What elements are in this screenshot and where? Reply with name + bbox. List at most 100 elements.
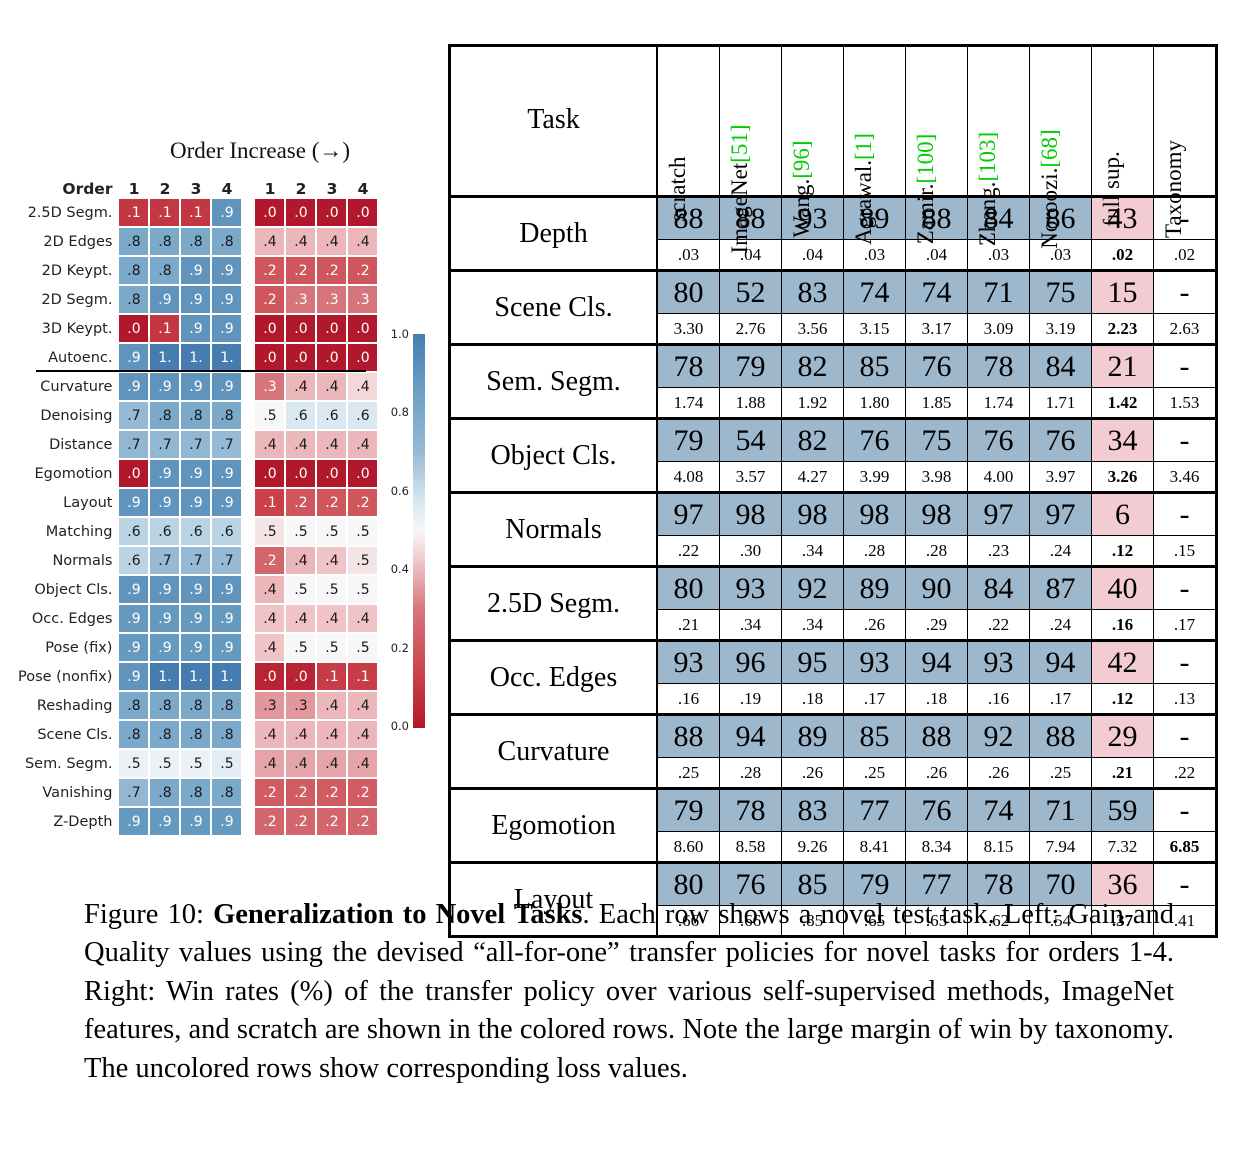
loss-value-cell: .28	[719, 757, 782, 789]
heatmap-cell-quality: .3	[285, 285, 317, 314]
col-header-scratch-label: scratch	[664, 156, 690, 222]
win-rate-header-row: Task scratch ImageNet[51] Wang.[96] Agra…	[449, 45, 1217, 254]
loss-value-cell: .54	[1029, 905, 1092, 938]
heatmap-cell-gain: .8	[180, 401, 212, 430]
loss-value-cell: 1.80	[843, 387, 906, 419]
heatmap-cell-gain: .9	[211, 285, 243, 314]
heatmap-cell-gain: .1	[149, 198, 181, 227]
win-rate-cell: 80	[656, 565, 720, 610]
win-rate-cell: 98	[719, 491, 782, 536]
loss-value-cell: 1.85	[905, 387, 968, 419]
heatmap-cell-gain: .9	[180, 575, 212, 604]
win-rate-cell: 90	[905, 565, 968, 610]
win-rate-cell: 59	[1091, 787, 1154, 832]
heatmap-cell-gain: .8	[211, 778, 243, 807]
loss-value-cell: .17	[1029, 683, 1092, 715]
heatmap-cell-quality: .3	[285, 691, 317, 720]
row-task-name: 2.5D Segm.	[449, 565, 658, 641]
table-row: Scene Cls. 80 52 83 74 74 71 75 15-	[449, 269, 1217, 345]
col-header-full-sup: full sup.	[1091, 45, 1154, 227]
table-row: .66.66.85.65.65.62.54.37.41	[450, 905, 1217, 938]
heatmap-cell-gain: .9	[149, 285, 181, 314]
heatmap-row: Occ. Edges .9.9.9.9.4.4.4.4	[18, 604, 379, 633]
loss-value-cell: 3.97	[1029, 461, 1092, 493]
win-rate-cell: -	[1153, 787, 1217, 832]
heatmap-cell-quality: .4	[285, 546, 317, 575]
heatmap-cell-quality: .5	[254, 401, 286, 430]
win-rate-cell: 88	[905, 713, 968, 758]
table-row: Sem. Segm. 78 79 82 85 76 78 84 21-	[449, 343, 1217, 419]
table-row: .25.28.26.25.26.26.25.21.22	[450, 757, 1217, 789]
win-rate-cell: 75	[905, 417, 968, 462]
heatmap-row-label: Pose (fix)	[45, 639, 113, 656]
win-rate-cell: 82	[781, 417, 844, 462]
heatmap-cell-quality: .2	[254, 285, 286, 314]
heatmap-row-gap	[242, 343, 254, 372]
col-header-imagenet-label: ImageNet[51]	[726, 124, 752, 254]
heatmap-row-label: 2D Keypt.	[41, 262, 113, 279]
colorbar-tick-1: 1.0	[390, 327, 409, 341]
win-rate-cell: 85	[843, 343, 906, 388]
win-rate-cell: 76	[719, 861, 782, 906]
heatmap-cell-gain: .8	[211, 691, 243, 720]
row-task-name: Scene Cls.	[449, 269, 658, 345]
loss-value-cell: .12	[1091, 535, 1154, 567]
loss-value-cell: .28	[905, 535, 968, 567]
heatmap-row-gap	[242, 256, 254, 285]
heatmap-row-gap	[242, 749, 254, 778]
heatmap-cell-gain: .8	[118, 227, 150, 256]
win-rate-cell: 71	[1029, 787, 1092, 832]
heatmap-cell-gain: .8	[149, 778, 181, 807]
win-rate-cell: 93	[781, 195, 844, 240]
heatmap-row-label: 2D Edges	[43, 233, 113, 250]
win-rate-cell: 93	[843, 639, 906, 684]
loss-value-cell: .22	[656, 535, 720, 567]
heatmap-cell-quality: .6	[347, 401, 379, 430]
win-rate-cell: 87	[1029, 565, 1092, 610]
win-rate-cell: 98	[781, 491, 844, 536]
heatmap-row: Reshading .8.8.8.8.3.3.4.4	[18, 691, 379, 720]
table-row: Normals 97 98 98 98 98 97 97 6-	[449, 491, 1217, 567]
heatmap-cell-gain: .1	[149, 314, 181, 343]
heatmap-cell-gain: .9	[180, 633, 212, 662]
heatmap-cell-gain: .9	[118, 633, 150, 662]
col-header-agrawal: Agrawal.[1]	[843, 45, 906, 245]
heatmap-col-gain-3: 3	[190, 180, 202, 198]
loss-value-cell: 8.58	[719, 831, 782, 863]
heatmap-cell-quality: .4	[347, 604, 379, 633]
heatmap-cell-gain: .9	[180, 459, 212, 488]
loss-value-cell: 3.15	[843, 313, 906, 345]
heatmap-row: 2D Segm. .8.9.9.9.2.3.3.3	[18, 285, 379, 314]
win-rate-cell: 88	[905, 195, 968, 240]
heatmap-cell-quality: .4	[254, 633, 286, 662]
loss-value-cell: .18	[781, 683, 844, 715]
heatmap-row: 2D Edges .8.8.8.8.4.4.4.4	[18, 227, 379, 256]
citation-ref: [96]	[788, 140, 814, 179]
loss-value-cell: .24	[1029, 609, 1092, 641]
colorbar-tick-5: 0.2	[390, 641, 409, 655]
heatmap-cell-quality: .3	[347, 285, 379, 314]
win-rate-cell: 74	[905, 269, 968, 314]
heatmap-cell-quality: .2	[316, 256, 348, 285]
heatmap-cell-quality: .5	[316, 633, 348, 662]
citation-ref: [51]	[726, 124, 752, 163]
loss-value-cell: 4.27	[781, 461, 844, 493]
col-header-taxonomy: Taxonomy	[1153, 45, 1217, 238]
heatmap-cell-quality: .0	[347, 314, 379, 343]
heatmap-cell-quality: .1	[316, 662, 348, 691]
heatmap-cell-gain: .5	[211, 749, 243, 778]
heatmap-row-gap	[242, 430, 254, 459]
heatmap-cell-gain: .9	[180, 285, 212, 314]
loss-value-cell: 1.42	[1091, 387, 1154, 419]
heatmap-cell-gain: .9	[149, 604, 181, 633]
heatmap-row-gap	[242, 807, 254, 836]
heatmap-cell-gain: .6	[180, 517, 212, 546]
table-row: 8.60 8.58 9.26 8.41 8.34 8.15 7.94 7.32 6.85	[450, 831, 1217, 863]
loss-value-cell: .37	[1091, 905, 1154, 938]
heatmap-row-gap	[242, 314, 254, 343]
win-rate-cell: 78	[656, 343, 720, 388]
win-rate-cell: 6	[1091, 491, 1154, 536]
heatmap-col-quality-4: 4	[357, 180, 369, 198]
heatmap-cell-gain: .6	[211, 517, 243, 546]
